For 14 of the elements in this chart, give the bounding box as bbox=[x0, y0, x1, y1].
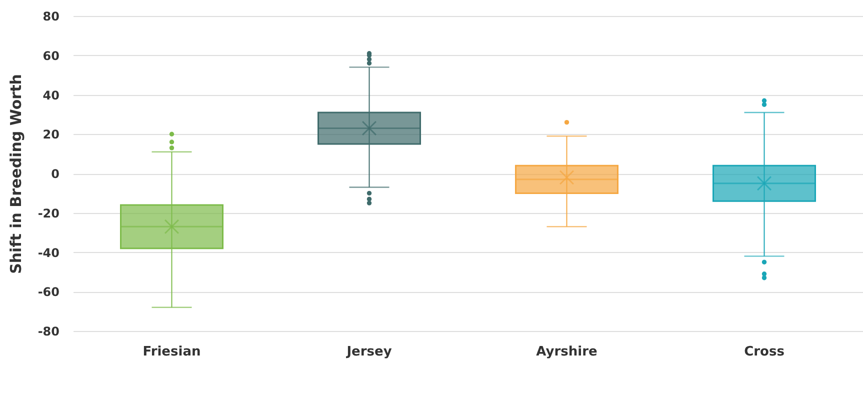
y-tick-label: -80 bbox=[38, 324, 60, 338]
y-tick-label: 40 bbox=[42, 88, 60, 102]
x-tick-label: Ayrshire bbox=[536, 344, 598, 360]
y-tick-label: -40 bbox=[38, 246, 60, 260]
x-tick-label: Jersey bbox=[346, 344, 392, 360]
x-tick-label: Cross bbox=[744, 344, 785, 360]
y-tick-label: 60 bbox=[42, 48, 60, 63]
y-tick-label: 80 bbox=[42, 10, 60, 24]
y-axis-title: Shift in Breeding Worth bbox=[6, 74, 25, 274]
x-tick-label: Friesian bbox=[142, 344, 201, 360]
y-tick-label: 20 bbox=[42, 128, 60, 142]
y-tick-label: 0 bbox=[51, 167, 60, 181]
y-tick-label: -20 bbox=[38, 206, 60, 220]
y-tick-label: -60 bbox=[38, 285, 60, 300]
